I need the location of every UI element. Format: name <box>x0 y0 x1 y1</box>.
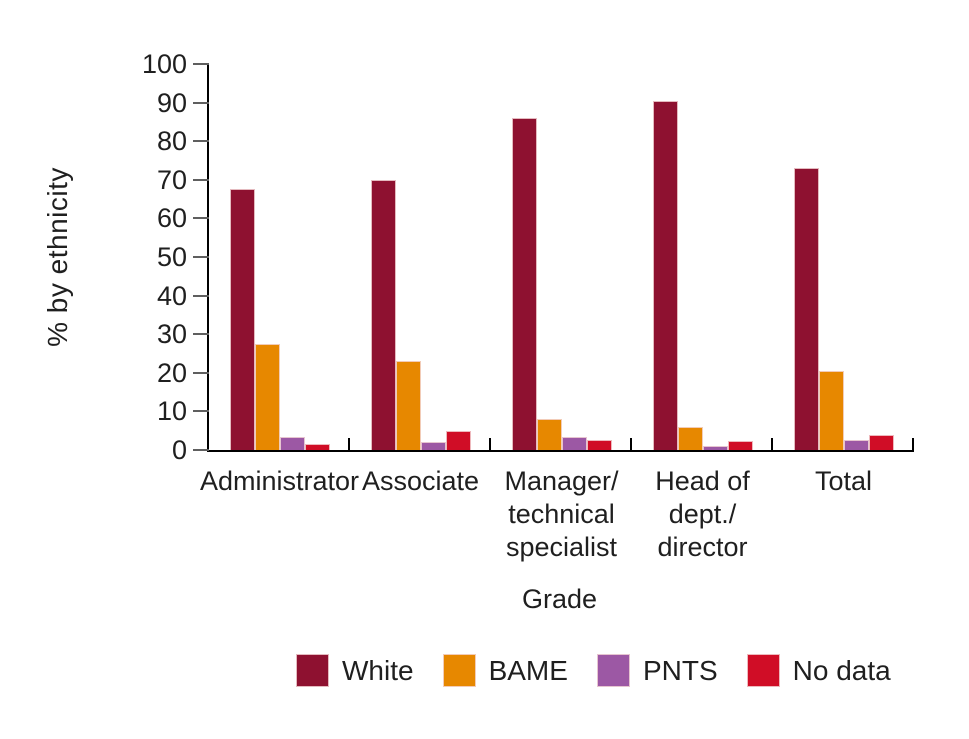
y-axis-tick <box>193 140 209 143</box>
x-axis-tick <box>630 438 632 450</box>
category-label: Head of dept./ director <box>655 466 750 562</box>
pnts-bar <box>561 436 587 450</box>
legend-label: White <box>342 654 414 686</box>
bar-group <box>491 64 632 450</box>
bame-series-swatch <box>442 654 476 687</box>
bar-group <box>209 64 350 450</box>
y-axis-tick <box>193 449 209 451</box>
pnts-bar <box>279 436 305 450</box>
bar-group <box>632 64 773 450</box>
y-axis-tick-label: 80 <box>156 126 187 157</box>
pnts-series-swatch <box>596 654 630 687</box>
legend: White BAME PNTS No data <box>296 654 891 687</box>
bame-bar <box>818 370 844 450</box>
bar-group <box>773 64 914 450</box>
category-label: Associate <box>361 466 480 496</box>
pnts-bar <box>420 442 446 450</box>
bame-bar <box>677 426 703 450</box>
white-bar <box>229 189 255 450</box>
y-axis-tick-label: 50 <box>156 242 187 272</box>
category-label: Manager/ technical specialist <box>504 466 619 562</box>
bame-bar <box>536 419 562 450</box>
x-axis-tick <box>912 438 914 450</box>
y-axis-tick <box>193 217 209 220</box>
y-axis-tick <box>193 410 209 413</box>
y-axis-tick-label: 70 <box>156 164 187 195</box>
y-axis-tick <box>193 333 209 336</box>
category-label: Total <box>814 466 873 496</box>
y-axis-tick-label: 90 <box>156 87 187 118</box>
y-axis-title: % by ethnicity <box>42 167 73 347</box>
y-axis-tick-label: 0 <box>171 435 187 465</box>
y-axis-tick <box>193 101 209 104</box>
y-axis-tick-label: 10 <box>156 396 187 427</box>
white-series-swatch <box>296 654 329 687</box>
legend-item-bame: BAME <box>442 654 568 687</box>
legend-item-pnts: PNTS <box>596 654 718 687</box>
bar-group <box>350 64 491 450</box>
bame-bar <box>254 343 280 450</box>
legend-label: BAME <box>488 654 568 686</box>
y-axis-tick <box>193 371 209 374</box>
legend-item-no-data: No data <box>746 654 891 687</box>
y-axis-tick <box>193 63 209 65</box>
pnts-bar <box>702 446 728 450</box>
y-axis-tick <box>193 178 209 181</box>
white-bar <box>652 100 678 450</box>
x-axis-title: Grade <box>521 584 598 614</box>
y-axis-tick <box>193 256 209 258</box>
y-axis-tick-label: 40 <box>156 280 187 311</box>
x-axis-tick <box>348 438 350 450</box>
no-data-bar <box>445 430 471 450</box>
y-axis-tick-label: 30 <box>156 319 187 350</box>
white-bar <box>370 179 396 450</box>
y-axis-tick-label: 100 <box>141 49 187 79</box>
bame-bar <box>395 361 421 450</box>
legend-item-white: White <box>296 654 414 687</box>
x-axis-tick <box>771 438 773 450</box>
plot-area: 0 10 20 30 40 50 60 70 80 90 100 Administrator Assoc… <box>142 50 914 562</box>
pnts-bar <box>843 440 869 450</box>
no-data-bar <box>304 444 330 450</box>
no-data-bar <box>868 434 894 450</box>
legend-label: PNTS <box>642 654 718 686</box>
legend-label: No data <box>792 654 891 686</box>
no-data-bar <box>586 440 612 450</box>
x-axis-tick <box>489 438 491 450</box>
no-data-series-swatch <box>746 654 780 687</box>
y-axis-tick-label: 60 <box>156 203 187 234</box>
white-bar <box>511 118 537 450</box>
no-data-bar <box>727 441 753 450</box>
category-label: Administrator <box>199 466 360 496</box>
white-bar <box>793 168 819 450</box>
y-axis-tick <box>193 294 209 297</box>
y-axis-tick-label: 20 <box>156 357 187 388</box>
